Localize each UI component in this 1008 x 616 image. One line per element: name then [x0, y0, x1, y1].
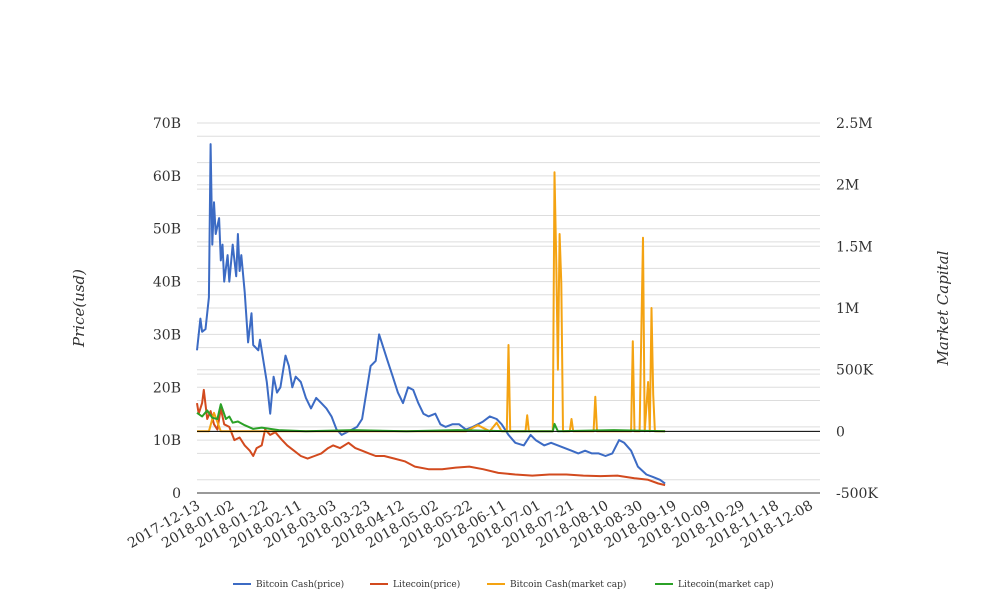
y-right-tick-label: -500K	[836, 486, 878, 502]
y-right-tick-label: 2M	[836, 178, 859, 194]
y-right-tick-label: 1M	[836, 301, 859, 317]
legend: Bitcoin Cash(price) Litecoin(price) Bitcoi…	[233, 579, 774, 590]
legend-label: Bitcoin Cash(market cap)	[510, 579, 626, 590]
series-line-2	[197, 171, 666, 433]
y-right-tick-label: 500K	[836, 363, 874, 379]
y-left-tick-label: 50B	[153, 222, 181, 238]
series-line-3	[196, 403, 666, 433]
legend-label: Litecoin(market cap)	[678, 579, 774, 590]
y-left-axis-title: Price(usd)	[70, 269, 88, 348]
series-line-0	[196, 143, 666, 485]
y-right-tick-label: 0	[836, 424, 845, 440]
y-left-tick-label: 70B	[153, 116, 181, 132]
y-right-tick-label: 1.5M	[836, 239, 873, 255]
series-layer	[196, 143, 666, 487]
y-left-tick-label: 30B	[153, 327, 181, 343]
y-left-tick-label: 20B	[153, 380, 181, 396]
legend-label: Bitcoin Cash(price)	[256, 579, 344, 590]
y-left-tick-label: 10B	[153, 433, 181, 449]
series-line-1	[196, 388, 666, 487]
y-left-tick-label: 40B	[153, 275, 181, 291]
y-right-tick-label: 2.5M	[836, 116, 873, 132]
legend-label: Litecoin(price)	[393, 579, 460, 590]
gridlines	[197, 122, 820, 494]
y-left-tick-label: 0	[172, 486, 181, 502]
y-left-tick-label: 60B	[153, 169, 181, 185]
y-right-axis-title: Market Capital	[934, 250, 952, 366]
